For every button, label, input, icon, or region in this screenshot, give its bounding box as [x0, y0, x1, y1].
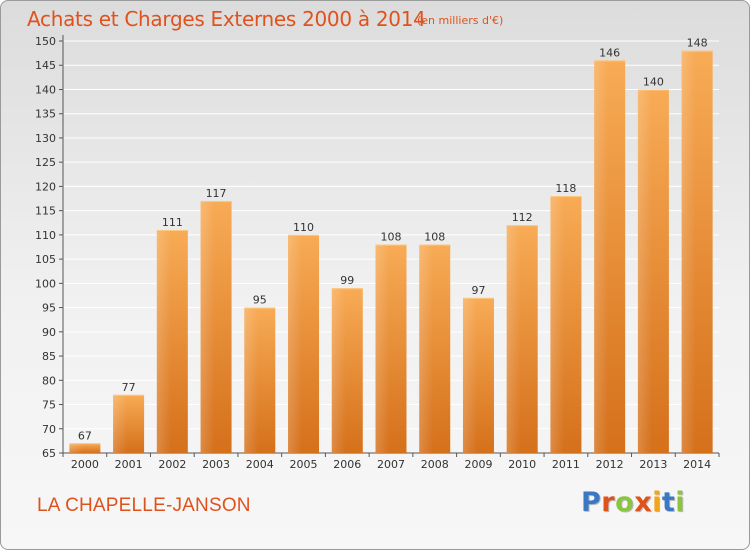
- y-tick-label: 95: [42, 302, 56, 315]
- bar-highlight: [550, 196, 565, 453]
- bar: [69, 443, 101, 453]
- y-tick-label: 100: [35, 277, 56, 290]
- data-label: 110: [293, 221, 314, 234]
- bar-highlight: [462, 297, 477, 453]
- logo-letter: o: [615, 487, 635, 518]
- logo-letter: t: [661, 487, 676, 518]
- y-tick-label: 110: [35, 229, 56, 242]
- bar-highlight: [331, 288, 346, 453]
- x-tick-label: 2006: [333, 458, 361, 471]
- logo-letter: r: [601, 487, 616, 518]
- bars: [69, 50, 713, 454]
- x-tick-label: 2011: [552, 458, 580, 471]
- x-tick-label: 2001: [115, 458, 143, 471]
- data-label: 95: [253, 294, 267, 307]
- data-label: 140: [643, 75, 664, 88]
- bar-highlight: [113, 394, 128, 453]
- bar-highlight: [244, 307, 259, 453]
- bar-highlight: [288, 234, 302, 453]
- bar-highlight: [506, 225, 521, 453]
- chart-title: Achats et Charges Externes 2000 à 2014: [27, 7, 426, 31]
- x-tick-label: 2008: [421, 458, 449, 471]
- bar-highlight: [156, 230, 171, 453]
- commune-name: LA CHAPELLE-JANSON: [37, 495, 251, 516]
- x-tick-label: 2014: [683, 458, 711, 471]
- data-label: 77: [122, 381, 136, 394]
- x-tick-label: 2012: [596, 458, 624, 471]
- x-tick-label: 2013: [639, 458, 667, 471]
- y-tick-label: 80: [42, 374, 56, 387]
- x-tick-label: 2009: [464, 458, 492, 471]
- bar-highlight: [200, 200, 215, 453]
- logo-letter: x: [634, 487, 653, 518]
- logo-letter: i: [675, 487, 686, 518]
- y-tick-label: 65: [42, 447, 56, 460]
- y-tick-label: 145: [35, 59, 56, 72]
- data-label: 148: [687, 37, 708, 50]
- y-tick-label: 140: [35, 83, 56, 96]
- y-tick-label: 130: [35, 132, 56, 145]
- x-tick-label: 2003: [202, 458, 230, 471]
- data-label: 146: [599, 46, 620, 59]
- logo-letter: i: [652, 487, 662, 518]
- y-tick-label: 85: [42, 350, 56, 363]
- data-label: 108: [424, 231, 445, 244]
- bar-highlight: [594, 60, 609, 453]
- proxiti-logo: Proxiti: [581, 487, 685, 518]
- x-tick-label: 2010: [508, 458, 536, 471]
- y-tick-label: 115: [35, 205, 56, 218]
- data-label: 97: [471, 284, 485, 297]
- bar-highlight: [681, 50, 696, 453]
- x-tick-label: 2004: [246, 458, 274, 471]
- y-tick-label: 70: [42, 423, 56, 436]
- bar-highlight: [69, 443, 84, 453]
- y-tick-label: 135: [35, 108, 56, 121]
- data-label: 67: [78, 429, 92, 442]
- bar-highlight: [375, 244, 390, 453]
- y-tick-label: 125: [35, 156, 56, 169]
- y-tick-label: 75: [42, 399, 56, 412]
- y-tick-label: 90: [42, 326, 56, 339]
- y-tick-label: 150: [35, 35, 56, 48]
- data-label: 112: [512, 211, 533, 224]
- y-tick-labels: 65 70 75 80 85 90 95 100 105 110 115 120 125 130 135 14…: [35, 35, 56, 460]
- bar-highlight: [419, 244, 434, 453]
- x-tick-labels: 2000 2001 2002 2003 2004 2005 2006 2007 2008 2009…: [71, 458, 711, 471]
- data-label: 117: [206, 187, 227, 200]
- data-label: 108: [381, 231, 402, 244]
- logo-letter: P: [581, 487, 602, 518]
- x-tick-label: 2007: [377, 458, 405, 471]
- y-tick-label: 120: [35, 180, 56, 193]
- data-labels: 67 77 111 117 95 110 99 108 108 97 112 118 146 140 148: [78, 37, 708, 443]
- data-label: 99: [340, 274, 354, 287]
- bar-highlight: [637, 89, 652, 454]
- x-tick-label: 2002: [158, 458, 186, 471]
- data-label: 111: [162, 216, 183, 229]
- x-tick-label: 2005: [290, 458, 318, 471]
- unit-note: (en milliers d'€): [417, 14, 504, 27]
- data-label: 118: [555, 182, 576, 195]
- y-tick-label: 105: [35, 253, 56, 266]
- x-tick-label: 2000: [71, 458, 99, 471]
